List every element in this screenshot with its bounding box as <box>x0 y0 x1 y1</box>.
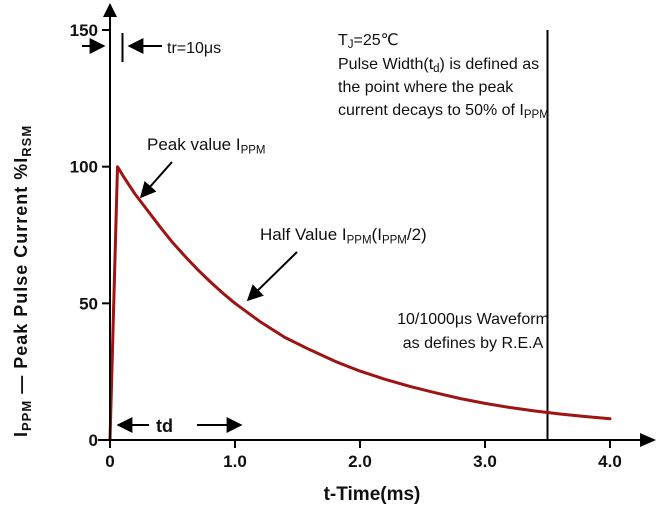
half-value-label: Half Value IPPM(IPPM/2) <box>260 225 427 247</box>
pulse-width-def-line2: the point where the peak <box>338 79 514 96</box>
pulse-width-annotation: td <box>116 416 243 436</box>
half-value-annotation: Half Value IPPM(IPPM/2) <box>246 225 427 302</box>
conditions-text-block: TJ=25℃ Pulse Width(td) is defined as the… <box>338 32 549 121</box>
x-tick-label: 3.0 <box>473 452 497 471</box>
y-axis-title: IPPM — Peak Pulse Current %IRSM <box>11 125 34 437</box>
y-tick-label: 100 <box>70 158 98 177</box>
x-tick-label: 0 <box>105 452 114 471</box>
waveform-curve <box>108 165 612 442</box>
peak-value-label: Peak value IPPM <box>147 135 265 157</box>
waveform-name-line1: 10/1000μs Waveform <box>397 311 549 328</box>
x-axis-title: t-Time(ms) <box>324 484 421 505</box>
waveform-name-annotation: 10/1000μs Waveform as defines by R.E.A <box>397 311 549 352</box>
y-tick-label: 0 <box>89 431 98 450</box>
waveform-name-line2: as defines by R.E.A <box>403 335 544 352</box>
x-tick-label: 1.0 <box>223 452 247 471</box>
pulse-width-def-line3: current decays to 50% of IPPM <box>338 102 549 121</box>
x-axis-arrow-icon <box>640 433 656 447</box>
half-value-arrow-icon <box>246 251 298 302</box>
y-tick-label: 150 <box>70 21 98 40</box>
y-tick-label: 50 <box>79 294 98 313</box>
y-axis-arrow-icon <box>103 3 117 17</box>
rise-time-annotation: tr=10μs <box>82 38 221 57</box>
rise-time-label: tr=10μs <box>167 40 221 57</box>
x-tick-label: 4.0 <box>598 452 622 471</box>
peak-value-annotation: Peak value IPPM <box>139 135 265 199</box>
pulse-width-def-line1: Pulse Width(td) is defined as <box>338 56 539 75</box>
td-label: td <box>156 416 173 436</box>
junction-temp-label: TJ=25℃ <box>338 32 399 51</box>
peak-value-arrow-icon <box>139 161 173 199</box>
x-tick-label: 2.0 <box>348 452 372 471</box>
